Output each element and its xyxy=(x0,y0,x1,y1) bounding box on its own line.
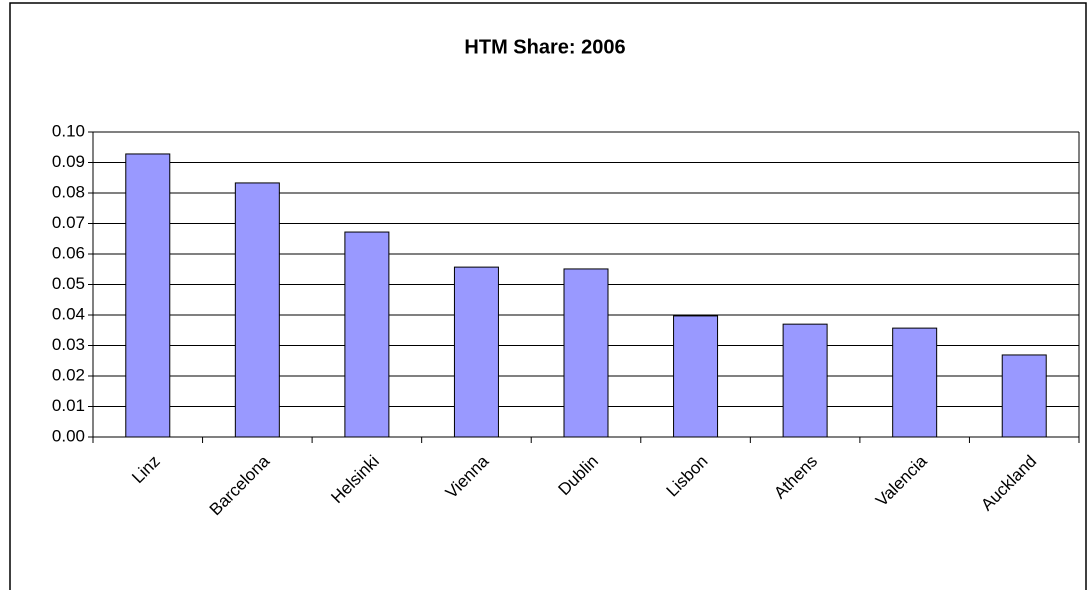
bar xyxy=(125,153,171,438)
y-tick-label: 0.01 xyxy=(52,396,85,415)
bar xyxy=(782,323,828,438)
bar xyxy=(673,315,719,438)
bar xyxy=(453,266,499,438)
bar xyxy=(563,268,609,438)
chart-title: HTM Share: 2006 xyxy=(464,36,625,58)
bar xyxy=(234,182,280,438)
y-tick-label: 0.06 xyxy=(52,243,85,262)
y-tick-label: 0.04 xyxy=(52,304,85,323)
y-tick-label: 0.03 xyxy=(52,335,85,354)
y-tick-label: 0.08 xyxy=(52,182,85,201)
y-tick-label: 0.02 xyxy=(52,365,85,384)
bar xyxy=(1001,354,1047,438)
bar xyxy=(344,231,390,438)
chart-frame xyxy=(9,2,1087,590)
y-tick-label: 0.10 xyxy=(52,121,85,140)
bar xyxy=(892,327,938,438)
y-tick-label: 0.09 xyxy=(52,152,85,171)
y-tick-label: 0.07 xyxy=(52,213,85,232)
y-tick-label: 0.00 xyxy=(52,426,85,445)
y-tick-label: 0.05 xyxy=(52,274,85,293)
